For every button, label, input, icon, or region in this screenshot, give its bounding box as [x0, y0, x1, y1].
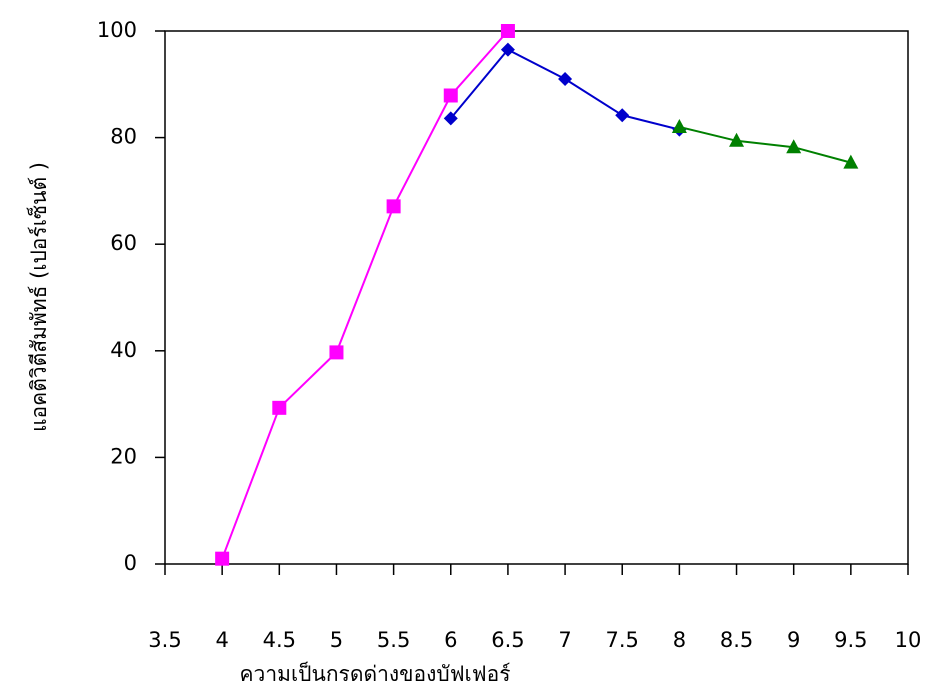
data-point — [729, 132, 745, 147]
y-tick-label: 100 — [97, 18, 137, 42]
x-tick-label: 4.5 — [263, 628, 296, 652]
y-tick-label: 20 — [110, 444, 137, 468]
y-tick-label: 80 — [110, 125, 137, 149]
x-tick-label: 3.5 — [148, 628, 181, 652]
data-point — [615, 108, 630, 123]
x-tick-label: 6 — [444, 628, 457, 652]
series-line — [679, 125, 852, 164]
data-point — [443, 111, 458, 126]
x-tick-label: 10 — [895, 628, 922, 652]
data-point — [558, 71, 573, 86]
data-point — [329, 345, 344, 360]
x-tick-label: 5.5 — [377, 628, 410, 652]
data-point — [386, 199, 401, 214]
x-tick-label: 8 — [673, 628, 686, 652]
x-tick-label: 7 — [558, 628, 571, 652]
x-axis-label: ความเป็นกรดด่างของบัฟเฟอร์ — [239, 660, 510, 686]
x-tick-label: 9.5 — [834, 628, 867, 652]
y-axis-label: แอคติวิตีสัมพัทธ์ (เปอร์เซ็นต์ ) — [25, 162, 51, 432]
data-point — [500, 24, 515, 38]
x-tick-label: 8.5 — [720, 628, 753, 652]
data-point — [843, 154, 859, 169]
x-tick-label: 6.5 — [491, 628, 524, 652]
data-point — [443, 88, 458, 103]
y-tick-label: 60 — [110, 231, 137, 255]
data-point — [500, 42, 515, 57]
data-point — [786, 139, 802, 154]
series-line — [450, 48, 680, 131]
data-point — [272, 400, 287, 415]
y-tick-label: 40 — [110, 338, 137, 362]
y-tick-label: 0 — [124, 551, 137, 575]
x-tick-label: 9 — [787, 628, 800, 652]
series-line — [221, 30, 509, 560]
x-tick-label: 4 — [215, 628, 228, 652]
data-point — [215, 551, 230, 566]
x-tick-label: 7.5 — [606, 628, 639, 652]
plot-frame — [164, 30, 909, 565]
x-tick-label: 5 — [330, 628, 343, 652]
data-point — [671, 118, 687, 133]
